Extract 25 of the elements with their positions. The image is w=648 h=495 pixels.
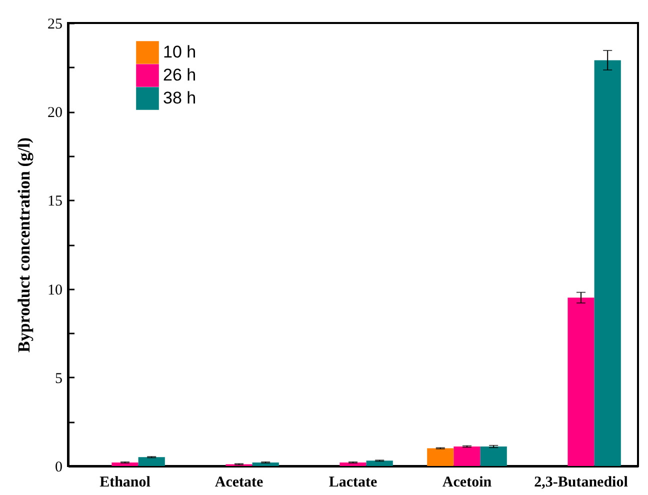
bar [594,60,621,466]
bar [112,462,138,466]
y-axis-title: Byproduct concentration (g/l) [14,137,34,353]
x-tick-label: Lactate [328,474,378,490]
x-tick-label: Acetate [214,474,264,490]
bar [427,448,454,466]
legend-label: 26 h [163,66,196,84]
bar [366,460,393,466]
legend-label: 38 h [163,88,196,108]
y-tick-label: 5 [55,370,62,387]
bar [340,462,366,466]
y-tick-label: 15 [48,194,62,210]
bar [138,457,165,466]
y-tick-label: 20 [48,105,62,122]
x-tick-label: 2,3-Butanediol [534,474,628,490]
y-tick-label: 10 [48,282,62,298]
x-tick-label: Ethanol [100,474,150,490]
bar [480,446,507,466]
bar [568,298,594,466]
bar [454,446,480,466]
y-tick-label: 0 [55,460,62,476]
bar [252,462,279,466]
legend-label: 10 h [163,42,196,62]
y-tick-label: 25 [48,16,62,32]
x-tick-label: Acetoin [442,474,492,490]
